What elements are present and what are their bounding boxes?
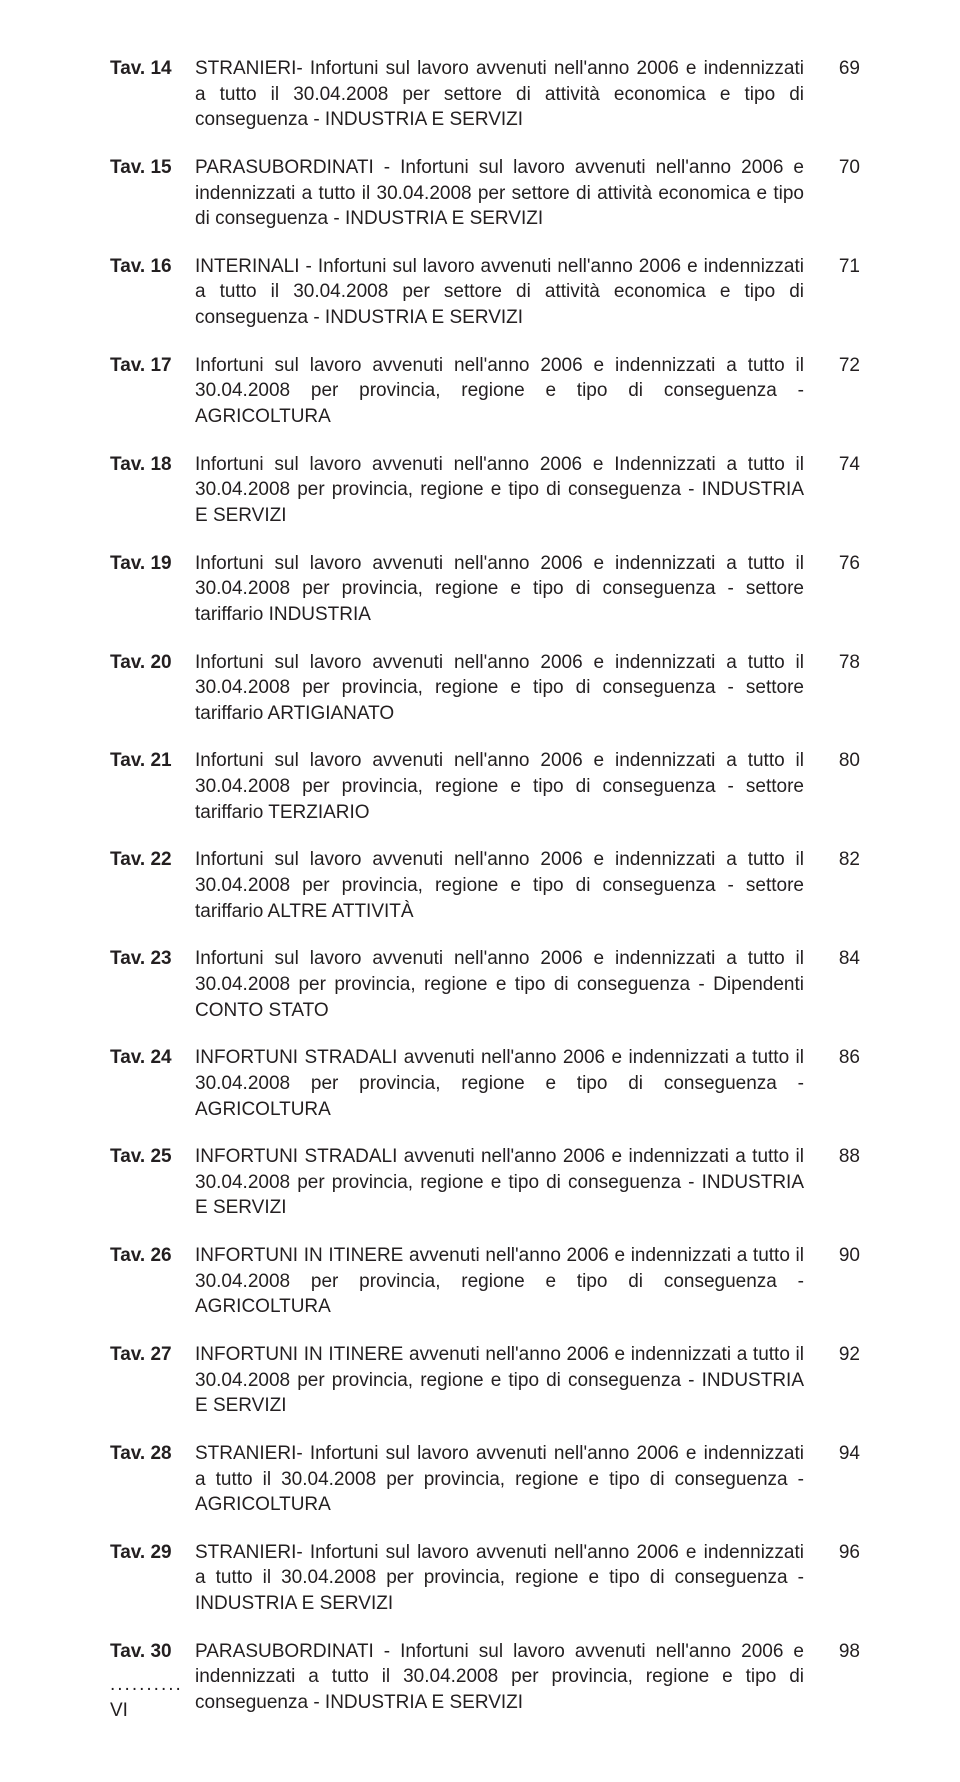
toc-page-number: 96 (822, 1540, 860, 1566)
toc-page-number: 78 (822, 650, 860, 676)
toc-entry: Tav. 29 STRANIERI- Infortuni sul lavoro … (110, 1540, 860, 1617)
toc-description: INFORTUNI STRADALI avvenuti nell'anno 20… (195, 1045, 822, 1122)
toc-label: Tav. 29 (110, 1540, 195, 1566)
toc-entry: Tav. 15 PARASUBORDINATI - Infortuni sul … (110, 155, 860, 232)
toc-label: Tav. 22 (110, 847, 195, 873)
toc-page-number: 98 (822, 1639, 860, 1665)
toc-description: STRANIERI- Infortuni sul lavoro avvenuti… (195, 1441, 822, 1518)
toc-page-number: 84 (822, 946, 860, 972)
toc-label: Tav. 26 (110, 1243, 195, 1269)
page-footer: .......... VI (110, 1674, 183, 1722)
toc-label: Tav. 18 (110, 452, 195, 478)
toc-description: PARASUBORDINATI - Infortuni sul lavoro a… (195, 155, 822, 232)
toc-page-number: 88 (822, 1144, 860, 1170)
footer-page-number: VI (110, 1700, 128, 1721)
toc-page-number: 94 (822, 1441, 860, 1467)
toc-description: STRANIERI- Infortuni sul lavoro avvenuti… (195, 1540, 822, 1617)
toc-label: Tav. 25 (110, 1144, 195, 1170)
toc-description: Infortuni sul lavoro avvenuti nell'anno … (195, 847, 822, 924)
toc-page-number: 72 (822, 353, 860, 379)
toc-entry: Tav. 30 PARASUBORDINATI - Infortuni sul … (110, 1639, 860, 1716)
toc-page-number: 86 (822, 1045, 860, 1071)
toc-description: Infortuni sul lavoro avvenuti nell'anno … (195, 353, 822, 430)
toc-label: Tav. 24 (110, 1045, 195, 1071)
toc-label: Tav. 21 (110, 748, 195, 774)
toc-entry: Tav. 18 Infortuni sul lavoro avvenuti ne… (110, 452, 860, 529)
toc-label: Tav. 15 (110, 155, 195, 181)
toc-page-number: 76 (822, 551, 860, 577)
toc-label: Tav. 30 (110, 1639, 195, 1665)
toc-page-number: 70 (822, 155, 860, 181)
toc-description: STRANIERI- Infortuni sul lavoro avvenuti… (195, 56, 822, 133)
footer-dots: .......... (110, 1674, 183, 1696)
toc-page: Tav. 14 STRANIERI- Infortuni sul lavoro … (0, 0, 960, 1782)
toc-label: Tav. 23 (110, 946, 195, 972)
toc-description: INFORTUNI IN ITINERE avvenuti nell'anno … (195, 1243, 822, 1320)
toc-page-number: 82 (822, 847, 860, 873)
toc-description: Infortuni sul lavoro avvenuti nell'anno … (195, 452, 822, 529)
toc-entry: Tav. 27 INFORTUNI IN ITINERE avvenuti ne… (110, 1342, 860, 1419)
toc-entry: Tav. 23 Infortuni sul lavoro avvenuti ne… (110, 946, 860, 1023)
toc-entry: Tav. 17 Infortuni sul lavoro avvenuti ne… (110, 353, 860, 430)
toc-description: Infortuni sul lavoro avvenuti nell'anno … (195, 551, 822, 628)
toc-entry: Tav. 20 Infortuni sul lavoro avvenuti ne… (110, 650, 860, 727)
toc-label: Tav. 28 (110, 1441, 195, 1467)
toc-description: Infortuni sul lavoro avvenuti nell'anno … (195, 946, 822, 1023)
toc-entry: Tav. 19 Infortuni sul lavoro avvenuti ne… (110, 551, 860, 628)
toc-label: Tav. 27 (110, 1342, 195, 1368)
toc-page-number: 80 (822, 748, 860, 774)
toc-entry: Tav. 28 STRANIERI- Infortuni sul lavoro … (110, 1441, 860, 1518)
toc-label: Tav. 14 (110, 56, 195, 82)
toc-entry: Tav. 25 INFORTUNI STRADALI avvenuti nell… (110, 1144, 860, 1221)
toc-description: INFORTUNI IN ITINERE avvenuti nell'anno … (195, 1342, 822, 1419)
toc-page-number: 69 (822, 56, 860, 82)
toc-entry: Tav. 14 STRANIERI- Infortuni sul lavoro … (110, 56, 860, 133)
toc-description: Infortuni sul lavoro avvenuti nell'anno … (195, 748, 822, 825)
toc-page-number: 74 (822, 452, 860, 478)
toc-description: Infortuni sul lavoro avvenuti nell'anno … (195, 650, 822, 727)
toc-description: INTERINALI - Infortuni sul lavoro avvenu… (195, 254, 822, 331)
toc-entry: Tav. 22 Infortuni sul lavoro avvenuti ne… (110, 847, 860, 924)
toc-entry: Tav. 24 INFORTUNI STRADALI avvenuti nell… (110, 1045, 860, 1122)
toc-label: Tav. 16 (110, 254, 195, 280)
toc-label: Tav. 17 (110, 353, 195, 379)
toc-description: INFORTUNI STRADALI avvenuti nell'anno 20… (195, 1144, 822, 1221)
toc-entry: Tav. 16 INTERINALI - Infortuni sul lavor… (110, 254, 860, 331)
toc-entry: Tav. 21 Infortuni sul lavoro avvenuti ne… (110, 748, 860, 825)
toc-entry: Tav. 26 INFORTUNI IN ITINERE avvenuti ne… (110, 1243, 860, 1320)
toc-page-number: 92 (822, 1342, 860, 1368)
toc-page-number: 90 (822, 1243, 860, 1269)
toc-label: Tav. 19 (110, 551, 195, 577)
toc-label: Tav. 20 (110, 650, 195, 676)
toc-description: PARASUBORDINATI - Infortuni sul lavoro a… (195, 1639, 822, 1716)
toc-page-number: 71 (822, 254, 860, 280)
